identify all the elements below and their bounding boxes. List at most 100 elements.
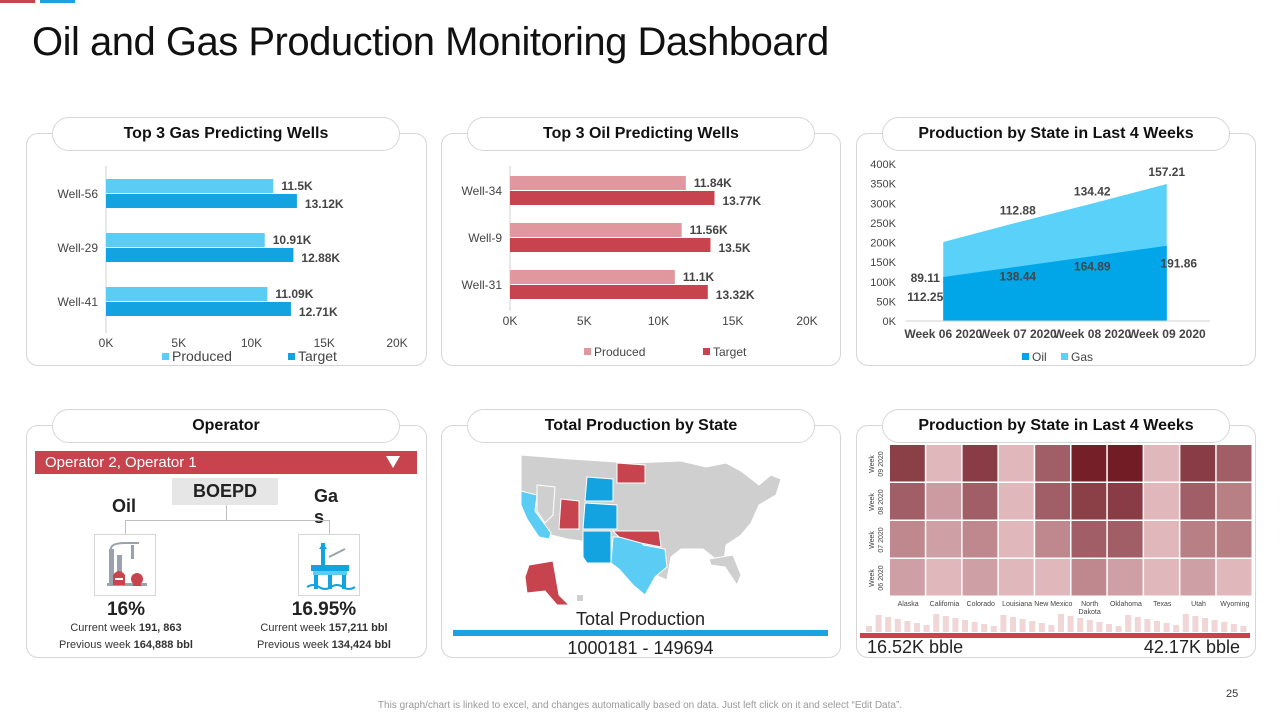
heatmap-cell	[1216, 521, 1252, 558]
tick-label: 20K	[796, 314, 817, 328]
skyline-decoration	[971, 622, 978, 632]
heatmap-cell	[998, 445, 1034, 482]
column-label: Utah	[1191, 601, 1206, 608]
tick-label: 150K	[870, 257, 896, 269]
state-alaska	[524, 560, 571, 606]
column-label: Alaska	[898, 601, 919, 608]
tick-label: 300K	[870, 198, 896, 210]
oil-percent: 16%	[106, 599, 146, 620]
legend-label: Target	[713, 345, 747, 359]
heatmap-cell	[890, 445, 925, 482]
gas-platform-icon	[306, 543, 356, 590]
total-production-label: Total Production	[575, 609, 706, 629]
data-label: 12.88K	[301, 251, 340, 265]
heatmap-cell	[1180, 559, 1216, 596]
tick-label: 15K	[314, 336, 335, 350]
tick-label: 400K	[870, 159, 896, 171]
heatmap-cell	[926, 445, 962, 482]
skyline-decoration	[904, 621, 911, 632]
heatmap-cell	[1035, 483, 1070, 520]
data-label-gas: 89.11	[911, 271, 941, 285]
data-label-gas: 112.88	[1000, 203, 1036, 217]
accent-bar-red	[0, 0, 35, 3]
oil-current-week: Current week 191, 863	[70, 622, 182, 634]
row-label-line: Week	[869, 493, 876, 511]
heatmap-cell	[926, 559, 962, 596]
category-label: Week 07 2020	[979, 327, 1057, 341]
data-label: 11.1K	[683, 270, 715, 284]
gas-icon-box	[298, 534, 360, 596]
column-label: Texas	[1153, 601, 1172, 608]
state-florida	[708, 554, 742, 587]
skyline-decoration	[1106, 624, 1112, 632]
gas-current-week: Current week 157,211 bbl	[260, 622, 388, 634]
row-label: Week 08 2020	[869, 489, 885, 514]
bar-target	[106, 248, 294, 262]
state-new-mexico	[582, 530, 612, 564]
operator-dropdown-value: Operator 2, Operator 1	[45, 454, 197, 471]
heatmap-cell	[962, 521, 998, 558]
heatmap-cell	[962, 559, 998, 596]
skyline-decoration	[1221, 622, 1228, 632]
legend-swatch	[584, 348, 591, 355]
row-label-line: 07 2020	[878, 527, 885, 552]
data-label: 10.91K	[273, 233, 312, 247]
tick-label: 50K	[876, 296, 896, 308]
operator-dropdown[interactable]: Operator 2, Operator 1	[35, 451, 417, 474]
state-north-dakota	[616, 462, 646, 484]
heatmap-cell	[1180, 483, 1216, 520]
skyline-decoration	[952, 618, 959, 632]
heatmap-cell	[890, 483, 925, 520]
column-label: New Mexico	[1034, 601, 1072, 608]
bar-produced	[510, 223, 682, 237]
state-area-chart: 0K 50K 100K 150K 200K 250K 300K 350K 400K 89.11 11…	[870, 159, 1210, 364]
heatmap-cell	[1071, 559, 1107, 596]
oil-wells-chart: Well-34 11.84K 13.77K Well-9 11.56K 13.5K Well…	[462, 166, 818, 359]
heatmap-cell	[1144, 521, 1179, 558]
skyline-decoration	[1038, 623, 1045, 632]
legend-swatch	[162, 353, 169, 360]
heatmap-cell	[1180, 445, 1216, 482]
legend-swatch	[1061, 353, 1068, 360]
legend-swatch	[288, 353, 295, 360]
state-california	[520, 490, 552, 540]
category-label: Week 08 2020	[1053, 327, 1131, 341]
skyline-decoration	[1077, 618, 1084, 632]
skyline-decoration	[1202, 618, 1208, 632]
heatmap-cell	[926, 483, 962, 520]
oil-refinery-icon	[107, 542, 147, 586]
skyline-decoration	[885, 617, 892, 632]
data-label-oil: 138.44	[999, 270, 1036, 284]
data-label: 11.56K	[690, 223, 728, 237]
bar-produced	[510, 270, 675, 284]
column-label: Louisiana	[1002, 601, 1032, 608]
data-label-oil: 112.25	[907, 290, 943, 304]
heatmap-cell	[926, 521, 962, 558]
gas-previous-week: Previous week 134,424 bbl	[257, 639, 391, 651]
row-label-line: Week	[869, 569, 876, 587]
category-label: Well-31	[462, 278, 503, 292]
tick-label: 0K	[503, 314, 518, 328]
category-label: Well-41	[58, 295, 99, 309]
footnote: This graph/chart is linked to excel, and…	[377, 700, 903, 711]
data-label-gas: 157.21	[1148, 165, 1185, 179]
skyline-decoration	[1182, 614, 1189, 632]
skyline-decoration	[1230, 624, 1237, 632]
heatmap-cell	[1035, 445, 1070, 482]
skyline-decoration	[1067, 616, 1074, 632]
column-label: Oklahoma	[1110, 601, 1142, 608]
heatmap-cell	[1107, 483, 1143, 520]
bar-produced	[106, 233, 265, 247]
state-utah	[558, 498, 580, 530]
tick-label: 0K	[883, 316, 897, 328]
skyline-decoration	[1125, 615, 1132, 632]
skyline-decoration	[914, 623, 920, 632]
oil-wells-title: Top 3 Oil Predicting Wells	[467, 117, 815, 151]
tick-label: 15K	[722, 314, 743, 328]
heatmap-cell	[1035, 521, 1070, 558]
category-label: Well-34	[462, 184, 503, 198]
column-label: Wyoming	[1220, 601, 1249, 608]
heatmap-cell	[1216, 483, 1252, 520]
column-label: Dakota	[1079, 609, 1101, 616]
skyline-decoration	[1173, 625, 1180, 632]
